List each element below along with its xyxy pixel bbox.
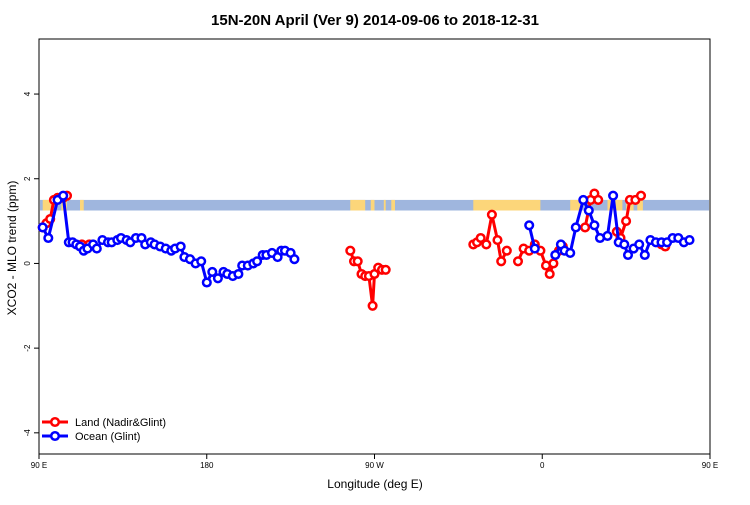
- y-tick-label: 4: [23, 91, 32, 96]
- data-point-ocean: [43, 232, 54, 244]
- data-point-land: [635, 190, 647, 201]
- data-point-land: [501, 245, 512, 256]
- legend-label-ocean: Ocean (Glint): [75, 431, 140, 443]
- data-point-land: [496, 256, 507, 267]
- data-point-ocean: [608, 190, 619, 201]
- x-tick-label: 90 E: [702, 461, 718, 470]
- band-land-patch: [370, 199, 375, 211]
- data-point-ocean: [583, 205, 594, 216]
- background-band: [40, 199, 709, 211]
- legend-marker-ocean: [49, 430, 61, 442]
- series-ocean: [37, 190, 695, 288]
- data-point-ocean: [602, 230, 613, 241]
- data-point-ocean: [233, 268, 244, 280]
- data-point-ocean: [589, 220, 600, 231]
- data-point-land: [345, 245, 356, 256]
- data-point-ocean: [196, 256, 207, 267]
- data-point-ocean: [201, 277, 212, 288]
- data-point-land: [367, 300, 378, 311]
- data-point-ocean: [207, 266, 218, 277]
- y-axis-label: XCO2 - MLO trend (ppm): [5, 181, 19, 316]
- data-point-ocean: [622, 249, 634, 261]
- data-point-ocean: [684, 235, 695, 246]
- x-axis-label: Longitude (deg E): [327, 477, 422, 491]
- data-point-ocean: [578, 194, 589, 205]
- x-tick-label: 90 E: [31, 461, 47, 470]
- data-point-land: [481, 239, 492, 250]
- data-point-land: [593, 194, 604, 205]
- legend-label-land: Land (Nadir&Glint): [75, 417, 166, 429]
- y-tick-label: 0: [23, 261, 32, 266]
- data-point-ocean: [529, 243, 540, 254]
- data-point-ocean: [175, 241, 186, 252]
- x-tick-label: 0: [540, 461, 545, 470]
- data-point-ocean: [639, 249, 650, 261]
- data-point-ocean: [252, 256, 263, 267]
- x-tick-label: 90 W: [365, 461, 384, 470]
- data-point-land: [580, 222, 591, 233]
- band-land-patch: [391, 199, 396, 211]
- data-point-land: [380, 264, 391, 275]
- band-land-patch: [383, 199, 386, 211]
- band-land-patch: [637, 199, 643, 211]
- data-point-ocean: [565, 247, 576, 258]
- band-land-patch: [42, 199, 53, 211]
- data-point-land: [486, 209, 497, 220]
- data-point-ocean: [570, 222, 581, 233]
- legend-marker-land: [49, 416, 61, 428]
- data-point-ocean: [91, 243, 102, 254]
- data-point-ocean: [289, 254, 300, 265]
- band-land-patch: [473, 199, 541, 211]
- data-point-ocean: [212, 273, 223, 284]
- y-tick-label: -4: [23, 429, 32, 437]
- data-point-ocean: [58, 190, 69, 201]
- band-land-patch: [80, 199, 84, 211]
- data-point-land: [352, 256, 363, 267]
- y-tick-label: -2: [23, 344, 32, 352]
- data-point-land: [475, 232, 486, 244]
- data-point-land: [512, 256, 524, 267]
- chart-title: 15N-20N April (Ver 9) 2014-09-06 to 2018…: [211, 12, 539, 29]
- band-land-patch: [570, 199, 582, 211]
- legend: Land (Nadir&Glint) Ocean (Glint): [42, 416, 166, 443]
- axes: 90 E 180 90 W 0 90 E -4 -2 0 2 4: [23, 91, 718, 470]
- data-point-land: [548, 258, 559, 269]
- data-point-ocean: [550, 249, 561, 261]
- series-layer: [37, 188, 695, 311]
- x-tick-label: 180: [200, 461, 214, 470]
- data-point-land: [621, 216, 632, 227]
- data-point-ocean: [37, 222, 48, 233]
- data-point-ocean: [634, 239, 645, 250]
- band-land-patch: [350, 199, 366, 211]
- data-point-land: [544, 268, 555, 280]
- data-point-ocean: [524, 220, 535, 231]
- data-point-ocean: [619, 239, 630, 250]
- data-point-land: [492, 235, 503, 246]
- y-tick-label: 2: [23, 176, 32, 181]
